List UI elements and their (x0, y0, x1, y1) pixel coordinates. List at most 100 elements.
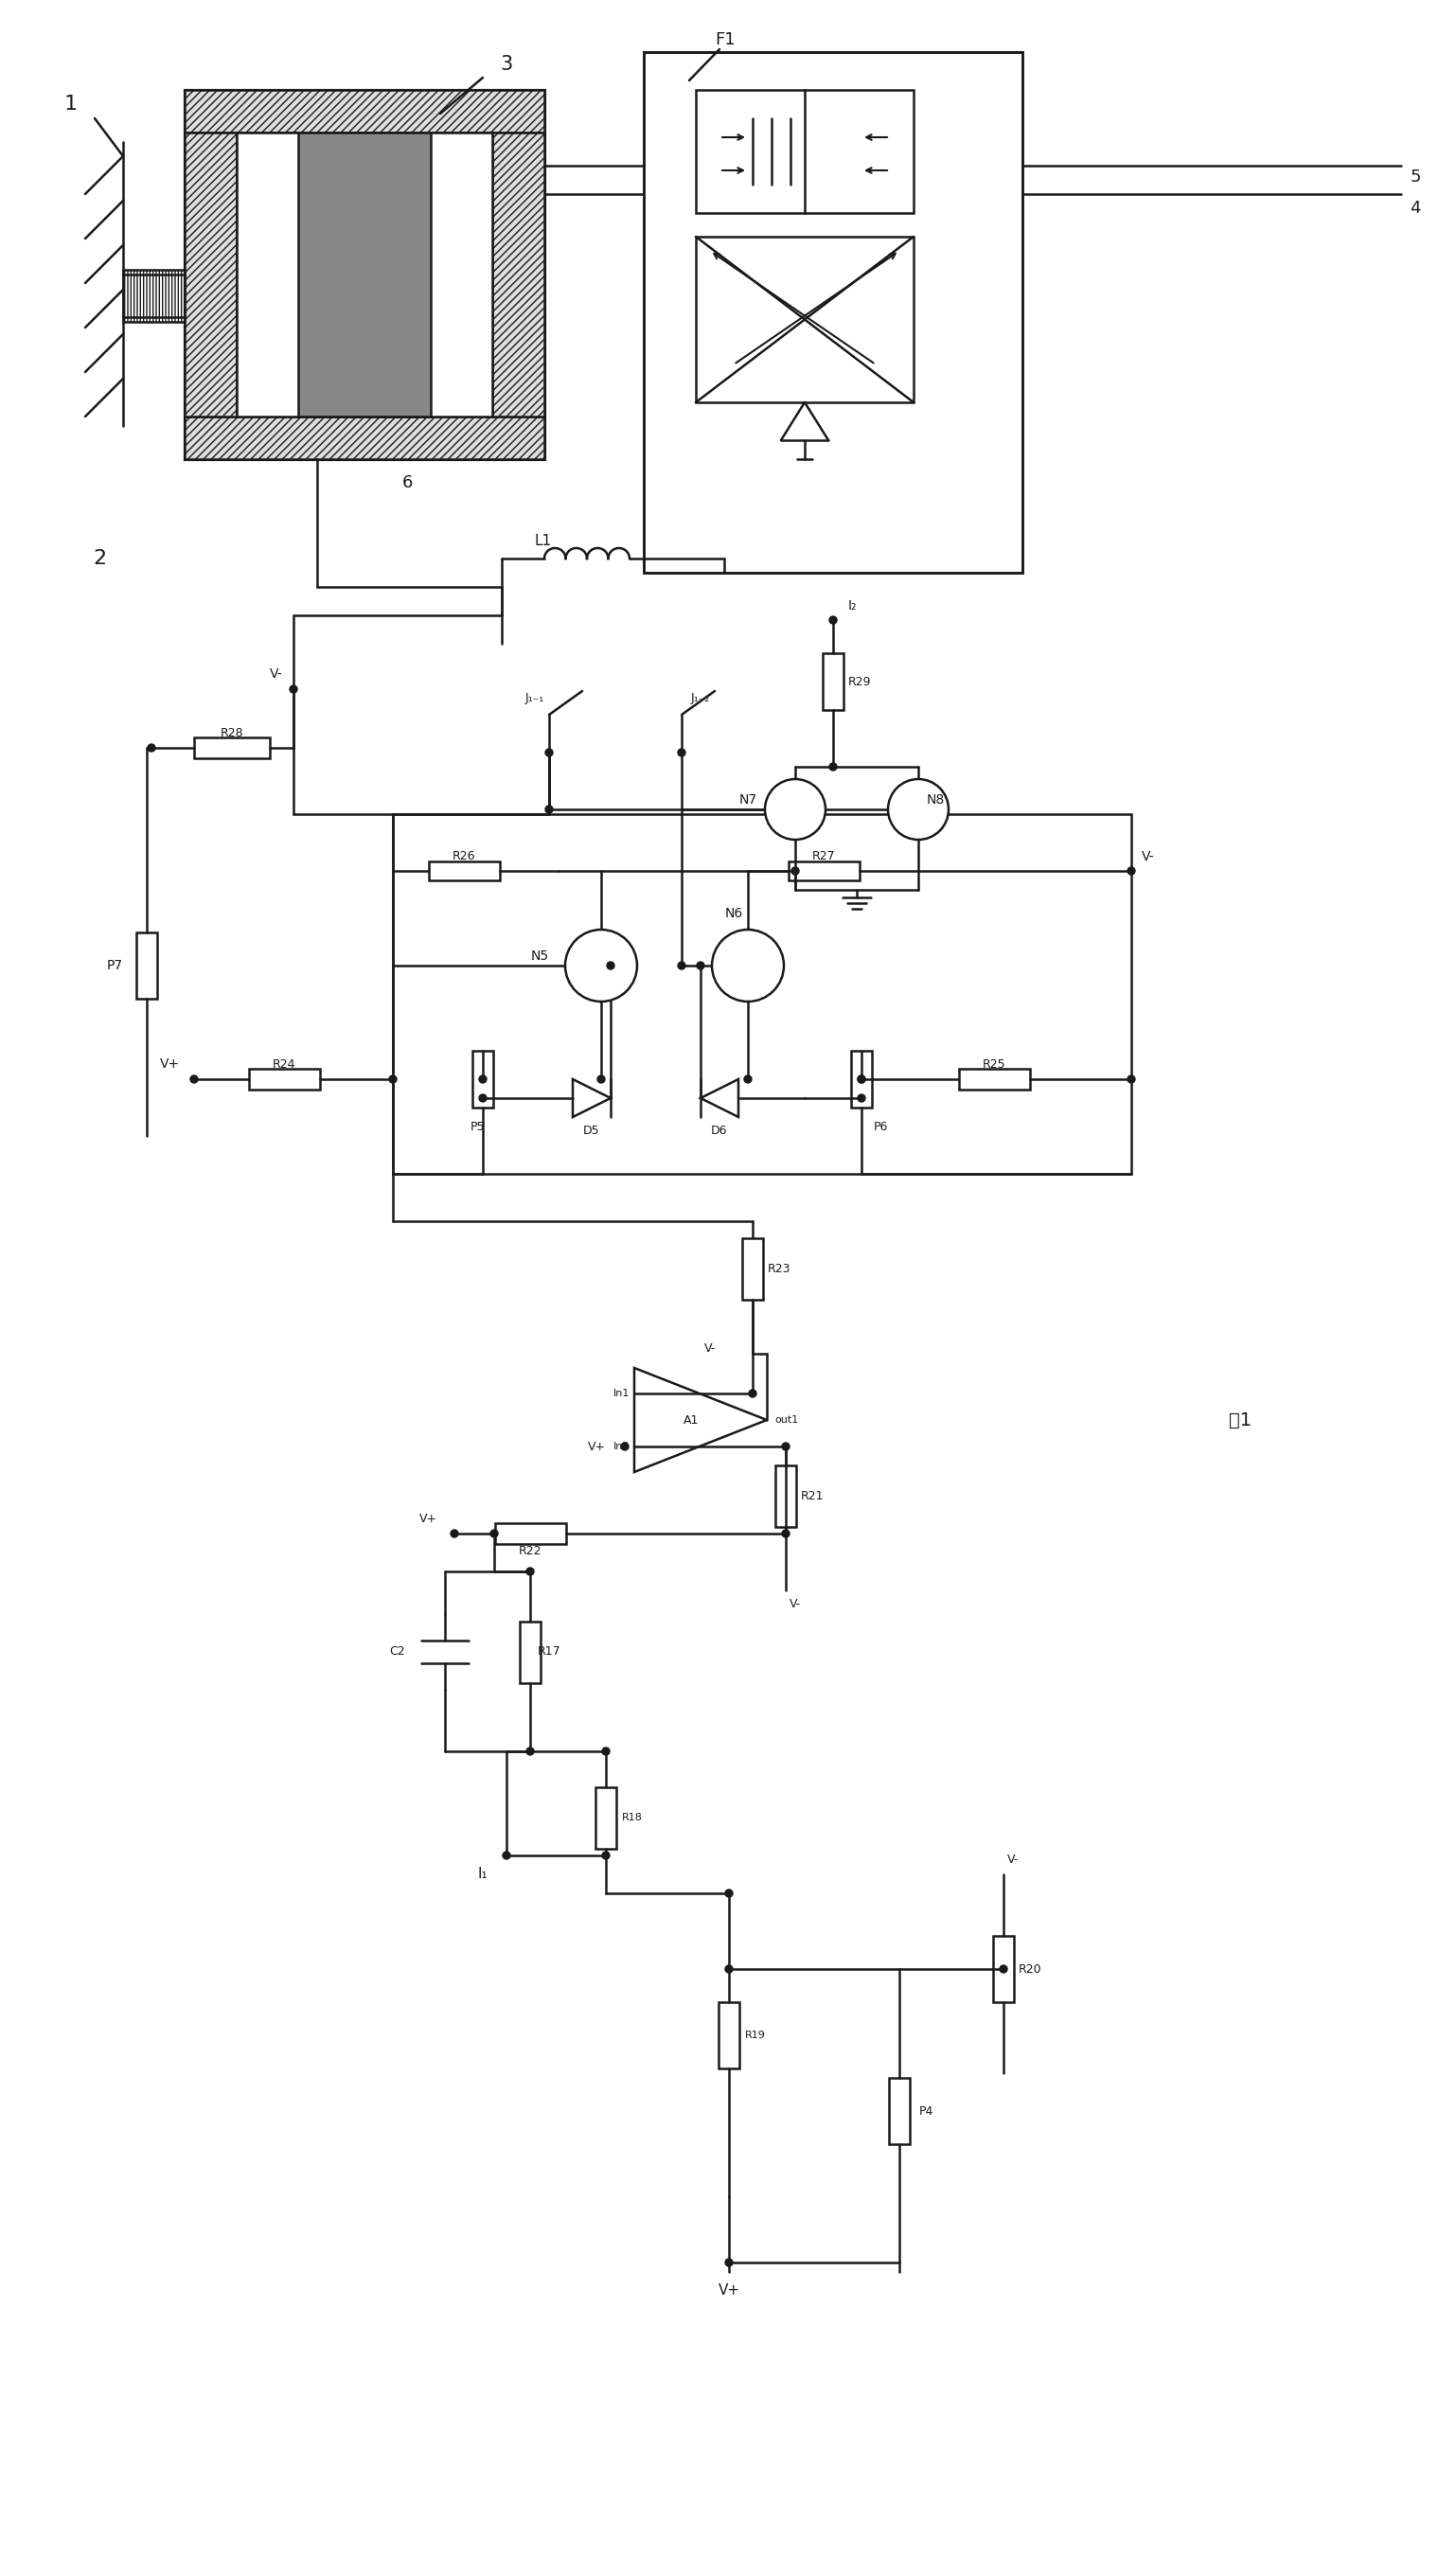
Bar (472, 1050, 494, 1106)
Text: C2: C2 (389, 1645, 405, 1658)
Text: V+: V+ (588, 1441, 606, 1454)
Bar (958, 1068, 1029, 1088)
Bar (718, 2003, 740, 2070)
Text: D6: D6 (711, 1124, 728, 1137)
Circle shape (858, 1076, 865, 1083)
Text: V-: V- (705, 1344, 716, 1354)
Bar (788, 861, 859, 881)
Text: A1: A1 (683, 1413, 699, 1426)
Circle shape (597, 1076, 604, 1083)
Text: N8: N8 (926, 792, 945, 807)
Circle shape (678, 749, 686, 756)
Bar (428, 861, 499, 881)
Text: 图1: 图1 (1229, 1410, 1252, 1428)
Text: R18: R18 (622, 1814, 642, 1822)
Bar (298, 133, 431, 416)
Circle shape (147, 744, 156, 751)
Text: R17: R17 (537, 1645, 561, 1658)
Circle shape (622, 1444, 629, 1451)
Bar (890, 2077, 910, 2144)
Text: P5: P5 (470, 1119, 485, 1132)
Text: 5: 5 (1409, 169, 1421, 187)
Circle shape (725, 1965, 732, 1972)
Circle shape (546, 805, 553, 812)
Text: N6: N6 (725, 907, 743, 920)
Text: P6: P6 (874, 1119, 888, 1132)
Text: V+: V+ (419, 1513, 437, 1525)
Bar (776, 1464, 796, 1525)
Bar (185, 89, 545, 133)
Text: In1: In1 (613, 1390, 629, 1398)
Bar (743, 1237, 763, 1300)
Circle shape (450, 1530, 459, 1538)
Bar (596, 1786, 616, 1847)
Circle shape (782, 1444, 789, 1451)
Text: 2: 2 (93, 549, 106, 567)
Circle shape (678, 961, 686, 968)
Circle shape (527, 1748, 534, 1755)
Bar (520, 1620, 540, 1684)
Bar (137, 933, 157, 999)
Circle shape (858, 1094, 865, 1101)
Text: R23: R23 (767, 1262, 791, 1275)
Text: 1: 1 (64, 95, 77, 112)
Bar (852, 1050, 872, 1106)
Text: 6: 6 (402, 475, 412, 491)
Circle shape (290, 685, 297, 692)
Bar (393, 815, 1131, 1173)
Circle shape (527, 1569, 534, 1576)
Circle shape (858, 1076, 865, 1083)
Circle shape (792, 866, 799, 874)
Text: R26: R26 (453, 851, 476, 864)
Text: R24: R24 (272, 1058, 296, 1071)
Circle shape (607, 961, 614, 968)
Circle shape (748, 1390, 757, 1398)
Bar (237, 133, 492, 416)
Text: V-: V- (1142, 851, 1155, 864)
Circle shape (830, 616, 837, 623)
Circle shape (603, 1748, 610, 1755)
Text: I₂: I₂ (847, 600, 856, 613)
Text: L1: L1 (534, 534, 552, 549)
Circle shape (782, 1530, 789, 1538)
Bar (185, 89, 545, 460)
Circle shape (1127, 1076, 1136, 1083)
Text: N5: N5 (530, 950, 549, 963)
Text: out1: out1 (775, 1415, 798, 1426)
Text: V+: V+ (718, 2284, 740, 2297)
Text: V-: V- (1008, 1855, 1019, 1865)
Text: 4: 4 (1409, 199, 1421, 217)
Circle shape (725, 2259, 732, 2266)
Circle shape (1000, 1965, 1008, 1972)
Bar (993, 1937, 1013, 2003)
Circle shape (603, 1852, 610, 1860)
Text: P4: P4 (919, 2105, 933, 2118)
Circle shape (502, 1852, 510, 1860)
Text: N7: N7 (738, 792, 757, 807)
Bar (696, 89, 913, 212)
Text: R19: R19 (745, 2031, 766, 2039)
Text: R25: R25 (983, 1058, 1006, 1071)
Text: V-: V- (789, 1599, 801, 1610)
Bar (696, 238, 913, 401)
Circle shape (712, 930, 783, 1002)
Bar (194, 738, 269, 759)
Bar (492, 133, 545, 416)
Circle shape (491, 1530, 498, 1538)
Bar (185, 133, 237, 416)
Circle shape (725, 1891, 732, 1896)
Text: 3: 3 (501, 54, 513, 74)
Text: F1: F1 (715, 31, 735, 49)
Circle shape (479, 1076, 486, 1083)
Text: I₁: I₁ (478, 1868, 488, 1880)
Circle shape (546, 749, 553, 756)
Bar (823, 654, 843, 710)
Text: J₁₋₁: J₁₋₁ (526, 692, 545, 703)
Bar (495, 1523, 565, 1543)
Bar (249, 1068, 319, 1088)
Text: J₁₋₂: J₁₋₂ (692, 692, 711, 703)
Text: V-: V- (269, 667, 282, 680)
Circle shape (744, 1076, 751, 1083)
Text: R27: R27 (812, 851, 836, 864)
Circle shape (1127, 866, 1136, 874)
